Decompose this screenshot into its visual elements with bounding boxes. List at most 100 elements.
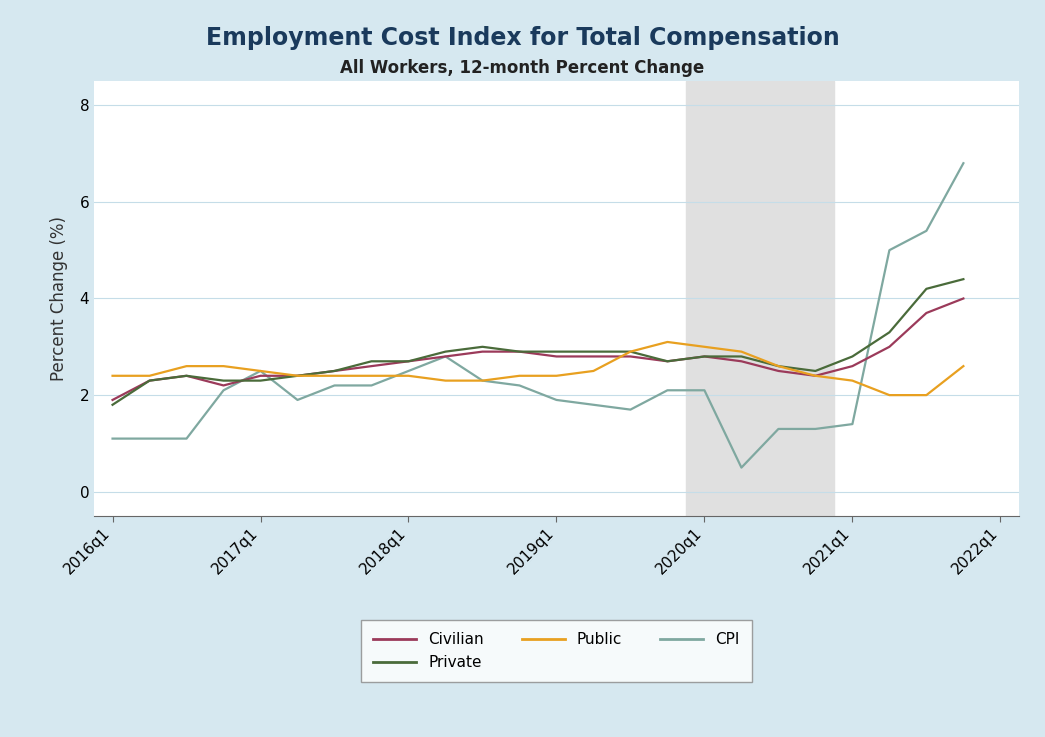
Public	[477, 376, 489, 385]
Civilian	[366, 362, 378, 371]
Public	[254, 366, 266, 375]
CPI	[477, 376, 489, 385]
Public	[698, 343, 711, 352]
Civilian	[107, 396, 119, 405]
Civilian	[587, 352, 600, 361]
CPI	[846, 419, 859, 428]
Civilian	[217, 381, 230, 390]
Private	[772, 362, 785, 371]
CPI	[143, 434, 156, 443]
Civilian	[477, 347, 489, 356]
CPI	[883, 245, 896, 254]
Text: Employment Cost Index for Total Compensation: Employment Cost Index for Total Compensa…	[206, 26, 839, 50]
Civilian	[439, 352, 451, 361]
Private	[551, 347, 563, 356]
CPI	[328, 381, 341, 390]
Public	[772, 362, 785, 371]
Private	[957, 275, 970, 284]
Private	[254, 376, 266, 385]
Legend: Civilian, Private, Public, CPI: Civilian, Private, Public, CPI	[361, 620, 752, 682]
Line: Public: Public	[113, 342, 963, 395]
Civilian	[402, 357, 415, 366]
Private	[809, 366, 821, 375]
CPI	[809, 425, 821, 433]
Civilian	[883, 343, 896, 352]
Private	[661, 357, 674, 366]
Civilian	[292, 371, 304, 380]
Civilian	[661, 357, 674, 366]
Public	[217, 362, 230, 371]
CPI	[217, 386, 230, 395]
Civilian	[809, 371, 821, 380]
Civilian	[328, 366, 341, 375]
Private	[513, 347, 526, 356]
Public	[292, 371, 304, 380]
Public	[513, 371, 526, 380]
CPI	[624, 405, 636, 414]
Bar	[686, 81, 834, 516]
Civilian	[698, 352, 711, 361]
Civilian	[551, 352, 563, 361]
Civilian	[513, 347, 526, 356]
CPI	[292, 396, 304, 405]
Civilian	[957, 294, 970, 303]
CPI	[107, 434, 119, 443]
Private	[736, 352, 748, 361]
Public	[661, 338, 674, 346]
Private	[587, 347, 600, 356]
Private	[921, 284, 933, 293]
CPI	[661, 386, 674, 395]
Civilian	[254, 371, 266, 380]
Private	[624, 347, 636, 356]
Text: All Workers, 12-month Percent Change: All Workers, 12-month Percent Change	[341, 59, 704, 77]
Private	[883, 328, 896, 337]
Private	[366, 357, 378, 366]
Public	[587, 366, 600, 375]
CPI	[366, 381, 378, 390]
Public	[883, 391, 896, 399]
Public	[809, 371, 821, 380]
Public	[328, 371, 341, 380]
Private	[402, 357, 415, 366]
Private	[846, 352, 859, 361]
Line: CPI: CPI	[113, 163, 963, 467]
CPI	[698, 386, 711, 395]
Private	[328, 366, 341, 375]
Civilian	[180, 371, 192, 380]
Private	[107, 400, 119, 409]
Private	[698, 352, 711, 361]
Civilian	[772, 366, 785, 375]
Public	[624, 347, 636, 356]
Civilian	[143, 376, 156, 385]
CPI	[772, 425, 785, 433]
Public	[846, 376, 859, 385]
CPI	[254, 366, 266, 375]
CPI	[957, 158, 970, 167]
Y-axis label: Percent Change (%): Percent Change (%)	[50, 216, 68, 381]
Private	[143, 376, 156, 385]
Public	[439, 376, 451, 385]
CPI	[180, 434, 192, 443]
Public	[551, 371, 563, 380]
CPI	[513, 381, 526, 390]
Public	[402, 371, 415, 380]
CPI	[402, 366, 415, 375]
CPI	[921, 226, 933, 235]
CPI	[439, 352, 451, 361]
Private	[439, 347, 451, 356]
CPI	[736, 463, 748, 472]
Civilian	[624, 352, 636, 361]
Public	[957, 362, 970, 371]
Public	[143, 371, 156, 380]
Private	[477, 343, 489, 352]
Line: Civilian: Civilian	[113, 298, 963, 400]
CPI	[551, 396, 563, 405]
Civilian	[921, 309, 933, 318]
Private	[292, 371, 304, 380]
Public	[180, 362, 192, 371]
Civilian	[736, 357, 748, 366]
Public	[366, 371, 378, 380]
CPI	[587, 400, 600, 409]
Line: Private: Private	[113, 279, 963, 405]
Private	[217, 376, 230, 385]
